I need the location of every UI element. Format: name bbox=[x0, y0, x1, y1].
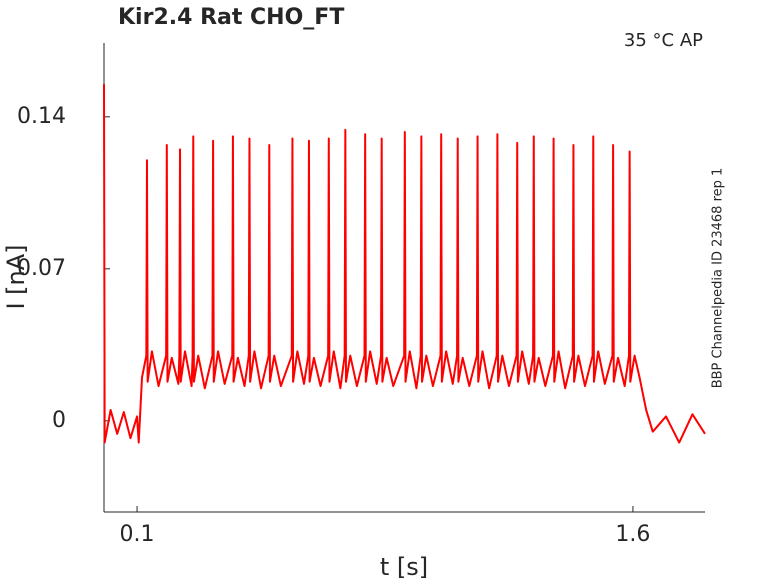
y-tick-label: 0 bbox=[52, 408, 66, 433]
y-tick-label: 0.07 bbox=[17, 256, 66, 281]
x-tick-label: 1.6 bbox=[615, 522, 650, 547]
annotation: 35 °C AP bbox=[624, 30, 703, 51]
y-axis-label: I [nA] bbox=[2, 244, 30, 309]
annotation: BBP Channelpedia ID 23468 rep 1 bbox=[711, 168, 726, 389]
chart-title: Kir2.4 Rat CHO_FT bbox=[118, 5, 344, 30]
trace bbox=[103, 84, 706, 444]
x-axis-label: t [s] bbox=[380, 553, 428, 581]
x-tick-label: 0.1 bbox=[120, 522, 155, 547]
y-tick-label: 0.14 bbox=[17, 104, 66, 129]
